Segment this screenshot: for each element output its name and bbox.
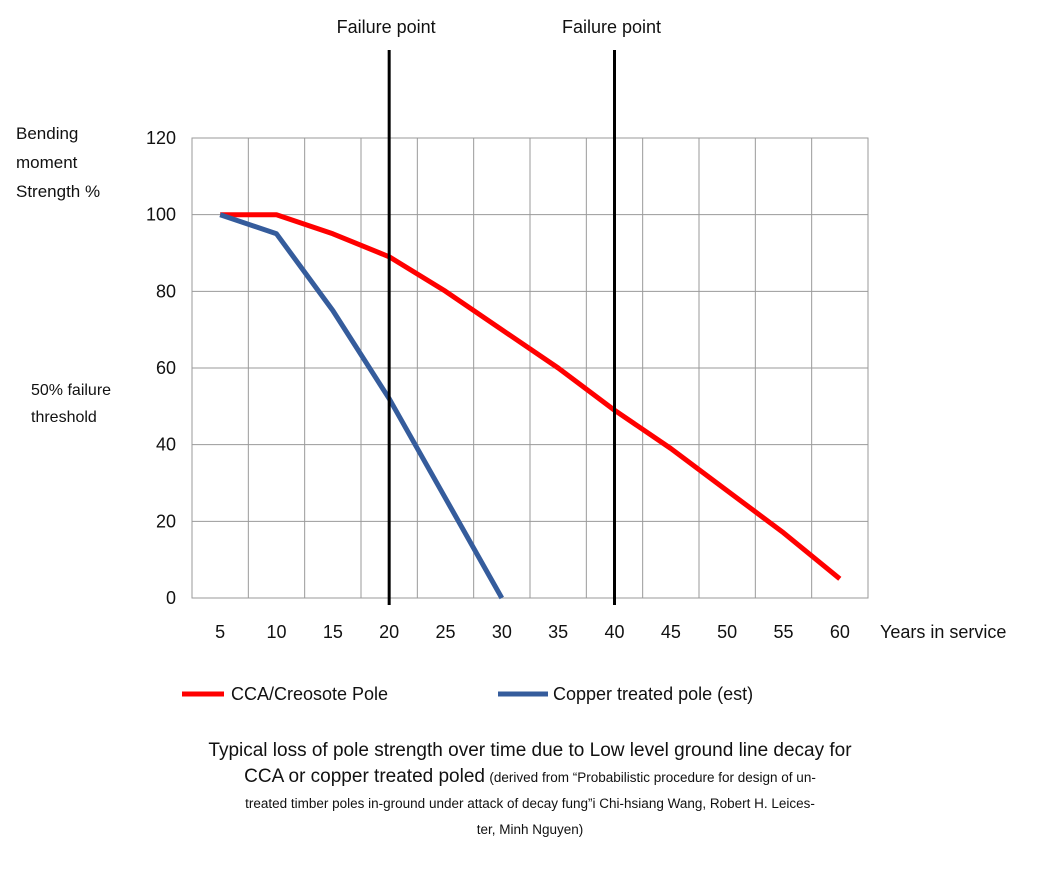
series-line-copper [219,212,504,600]
caption-source-3: ter, Minh Nguyen) [476,822,584,837]
x-tick-label: 30 [492,622,512,642]
threshold-label-line2: threshold [31,409,97,426]
x-tick-label: 35 [548,622,568,642]
x-tick-label: 15 [323,622,343,642]
y-tick-label: 0 [166,588,176,608]
y-tick-label: 40 [156,435,176,455]
x-tick-label: 55 [773,622,793,642]
x-tick-label: 10 [266,622,286,642]
caption-source-1: (derived from “Probabilistic procedure f… [489,770,816,785]
chart-caption: Typical loss of pole strength over time … [150,738,910,843]
caption-source-2: treated timber poles in-ground under att… [245,796,815,811]
y-axis-title-line1: Bending [16,124,78,143]
failure-point-label: Failure point [337,17,436,37]
y-axis-title-line2: moment [16,153,78,172]
x-tick-label: 5 [215,622,225,642]
x-axis-ticks: 5 10 15 20 25 30 35 40 45 50 55 60 [215,622,850,642]
failure-lines: Failure point Failure point [337,17,661,605]
x-tick-label: 60 [830,622,850,642]
series-line-cca [220,212,842,581]
y-axis-ticks: 0 20 40 60 80 100 120 [146,128,176,608]
x-tick-label: 45 [661,622,681,642]
x-tick-label: 50 [717,622,737,642]
caption-line2: CCA or copper treated poled (derived fro… [150,764,910,791]
y-axis-title-line3: Strength % [16,182,100,201]
x-tick-label: 40 [604,622,624,642]
grid [191,137,869,599]
caption-line1: Typical loss of pole strength over time … [208,740,852,761]
legend-label-cca: CCA/Creosote Pole [231,684,388,704]
threshold-label-line1: 50% failure [31,382,111,399]
legend: CCA/Creosote Pole Copper treated pole (e… [182,684,753,704]
y-tick-label: 120 [146,128,176,148]
y-tick-label: 100 [146,205,176,225]
y-tick-label: 20 [156,511,176,531]
x-axis-title: Years in service [880,622,1006,642]
caption-line2-main: CCA or copper treated poled [244,766,485,787]
series [219,212,842,600]
y-tick-label: 80 [156,281,176,301]
failure-point-label: Failure point [562,17,661,37]
legend-label-copper: Copper treated pole (est) [553,684,753,704]
x-tick-label: 20 [379,622,399,642]
x-tick-label: 25 [435,622,455,642]
y-tick-label: 60 [156,358,176,378]
